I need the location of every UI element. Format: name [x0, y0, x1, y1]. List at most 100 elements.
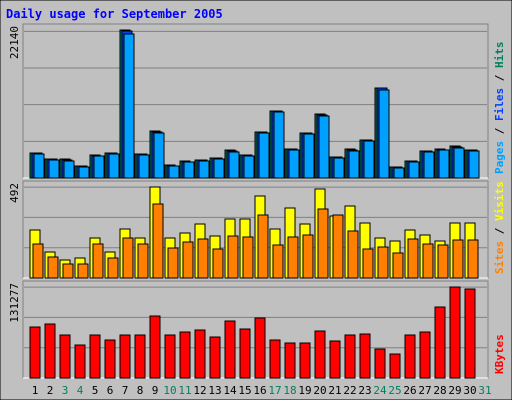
bar-sites-day-1 — [32, 243, 44, 279]
x-tick-day-10: 10 — [163, 384, 176, 397]
x-tick-day-27: 27 — [418, 384, 431, 397]
legend-sites: Sites — [493, 241, 506, 274]
x-tick-day-30: 30 — [463, 384, 476, 397]
bar-pages-day-20 — [318, 115, 330, 179]
bar-kbytes-day-12 — [194, 329, 206, 379]
bar-pages-day-23 — [363, 140, 375, 179]
bar-kbytes-day-9 — [149, 315, 161, 379]
bar-sites-day-8 — [137, 243, 149, 279]
bar-pages-day-21 — [333, 157, 345, 179]
x-tick-day-19: 19 — [298, 384, 311, 397]
bar-kbytes-day-18 — [284, 342, 296, 379]
bar-sites-day-22 — [347, 230, 359, 279]
bar-pages-day-14 — [228, 151, 240, 179]
x-tick-day-18: 18 — [283, 384, 296, 397]
bar-sites-day-28 — [437, 244, 449, 279]
bar-kbytes-day-26 — [404, 334, 416, 379]
max-label-kbytes: 131277 — [8, 283, 21, 323]
bar-kbytes-day-19 — [299, 342, 311, 379]
bar-pages-day-26 — [408, 161, 420, 179]
legend-visits-sites: Sites / Visits — [493, 181, 506, 274]
bar-kbytes-day-2 — [44, 323, 56, 379]
x-tick-day-3: 3 — [62, 384, 69, 397]
bar-pages-day-28 — [438, 149, 450, 179]
x-tick-day-5: 5 — [92, 384, 99, 397]
bar-pages-day-15 — [243, 155, 255, 179]
x-tick-day-26: 26 — [403, 384, 416, 397]
bar-pages-day-11 — [183, 161, 195, 179]
x-tick-day-20: 20 — [313, 384, 326, 397]
x-tick-day-2: 2 — [47, 384, 54, 397]
x-tick-day-17: 17 — [268, 384, 281, 397]
bar-sites-day-14 — [227, 235, 239, 279]
chart-title: Daily usage for September 2005 — [6, 7, 223, 21]
bar-pages-day-2 — [48, 159, 60, 179]
bar-sites-day-5 — [92, 243, 104, 279]
legend-hits-files-pages: Pages / Files / Hits — [493, 42, 506, 175]
bar-sites-day-10 — [167, 247, 179, 279]
legend-kbytes: KBytes — [493, 334, 506, 374]
bar-pages-day-25 — [393, 167, 405, 179]
bar-kbytes-day-4 — [74, 344, 86, 379]
bar-pages-day-8 — [138, 154, 150, 179]
bar-kbytes-day-24 — [374, 348, 386, 379]
x-tick-day-8: 8 — [137, 384, 144, 397]
bar-sites-day-2 — [47, 256, 59, 279]
legend-separator: / — [493, 121, 506, 141]
bar-pages-day-24 — [378, 89, 390, 179]
bar-kbytes-day-16 — [254, 317, 266, 379]
legend-text-hits-files-pages: Pages / Files / Hits — [493, 42, 506, 175]
x-tick-day-24: 24 — [373, 384, 387, 397]
bar-kbytes-day-20 — [314, 330, 326, 379]
bar-pages-day-22 — [348, 150, 360, 179]
bar-kbytes-day-28 — [434, 306, 446, 379]
x-tick-day-1: 1 — [32, 384, 39, 397]
x-tick-day-6: 6 — [107, 384, 114, 397]
bar-pages-day-10 — [168, 165, 180, 179]
bar-pages-day-9 — [153, 132, 165, 179]
x-tick-day-16: 16 — [253, 384, 266, 397]
bar-pages-day-6 — [108, 153, 120, 179]
bar-kbytes-day-27 — [419, 331, 431, 379]
bar-sites-day-13 — [212, 248, 224, 279]
bar-sites-day-4 — [77, 263, 89, 279]
x-tick-day-13: 13 — [208, 384, 221, 397]
x-tick-day-25: 25 — [388, 384, 401, 397]
bar-sites-day-16 — [257, 214, 269, 279]
bar-kbytes-day-15 — [239, 328, 251, 379]
bar-sites-day-30 — [467, 239, 479, 279]
legend-text-kbytes: KBytes — [493, 334, 506, 374]
bar-kbytes-day-5 — [89, 334, 101, 379]
bar-kbytes-day-22 — [344, 334, 356, 379]
bar-pages-day-30 — [468, 150, 480, 179]
bar-pages-day-27 — [423, 151, 435, 179]
bar-kbytes-day-13 — [209, 336, 221, 379]
bar-kbytes-day-30 — [464, 288, 476, 379]
bar-sites-day-23 — [362, 248, 374, 279]
x-tick-day-11: 11 — [178, 384, 191, 397]
x-tick-day-29: 29 — [448, 384, 461, 397]
x-tick-day-15: 15 — [238, 384, 251, 397]
x-tick-day-9: 9 — [152, 384, 159, 397]
legend-text-visits-sites: Sites / Visits — [493, 181, 506, 274]
max-label-hits-files-pages: 22140 — [8, 26, 21, 59]
legend-pages: Pages — [493, 141, 506, 174]
bar-sites-day-6 — [107, 257, 119, 279]
x-tick-day-28: 28 — [433, 384, 446, 397]
x-tick-day-22: 22 — [343, 384, 356, 397]
bar-sites-day-20 — [317, 208, 329, 279]
x-tick-day-21: 21 — [328, 384, 341, 397]
chart-panels: 22140 Pages / Files / Hits 492 Sites / Visi… — [8, 23, 506, 397]
bar-sites-day-3 — [62, 263, 74, 279]
bar-sites-day-15 — [242, 236, 254, 279]
bar-kbytes-day-29 — [449, 286, 461, 379]
legend-kbytes: KBytes — [493, 334, 506, 374]
bar-pages-day-3 — [63, 160, 75, 179]
bar-kbytes-day-3 — [59, 334, 71, 379]
bar-kbytes-day-14 — [224, 320, 236, 379]
bar-sites-day-9 — [152, 203, 164, 279]
legend-visits: Visits — [493, 181, 506, 221]
max-label-visits-sites: 492 — [8, 183, 21, 203]
bar-sites-day-29 — [452, 239, 464, 279]
